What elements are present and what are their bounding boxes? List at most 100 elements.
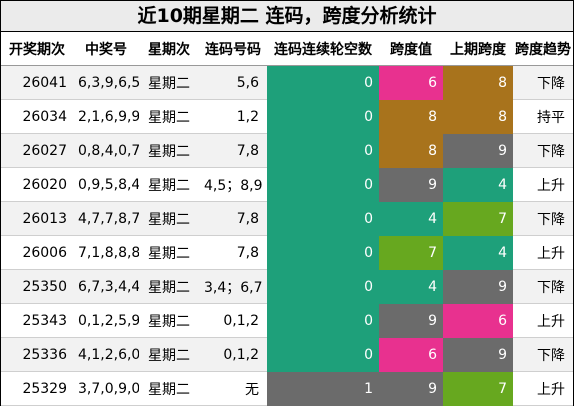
issue-cell: 26027 [1,133,73,168]
gap-cell: 0 [267,65,379,100]
weekday-cell: 星期二 [139,133,199,168]
prev-span-cell: 8 [443,65,513,100]
gap-cell: 0 [267,337,379,372]
numbers-cell: 4,7,7,8,7 [73,201,139,236]
span-cell: 4 [379,201,443,236]
header-numbers: 中奖号 [73,32,139,66]
consecutive-cell: 5,6 [199,65,267,100]
numbers-cell: 7,1,8,8,8 [73,235,139,270]
trend-cell: 上升 [513,167,573,202]
issue-cell: 26020 [1,167,73,202]
prev-span-cell: 8 [443,99,513,134]
span-cell: 8 [379,99,443,134]
span-cell: 9 [379,371,443,406]
table-row: 26027 0,8,4,0,7 星期二 7,8 0 8 9 下降 [1,133,573,168]
consecutive-cell: 7,8 [199,133,267,168]
consecutive-cell: 无 [199,371,267,406]
consecutive-cell: 0,1,2 [199,303,267,338]
gap-cell: 0 [267,201,379,236]
issue-cell: 25343 [1,303,73,338]
gap-cell: 1 [267,371,379,406]
stats-table: 开奖期次 中奖号 星期次 连码号码 连码连续轮空数 跨度值 上期跨度 跨度趋势 … [1,32,573,406]
gap-cell: 0 [267,269,379,304]
consecutive-cell: 3,4；6,7 [199,269,267,304]
numbers-cell: 0,9,5,8,4 [73,167,139,202]
trend-cell: 下降 [513,65,573,100]
prev-span-cell: 9 [443,337,513,372]
table-row: 26013 4,7,7,8,7 星期二 7,8 0 4 7 下降 [1,201,573,236]
weekday-cell: 星期二 [139,371,199,406]
table-row: 25336 4,1,2,6,0 星期二 0,1,2 0 6 9 下降 [1,337,573,372]
table-row: 25350 6,7,3,4,4 星期二 3,4；6,7 0 4 9 下降 [1,269,573,304]
table-row: 25343 0,1,2,5,9 星期二 0,1,2 0 9 6 上升 [1,303,573,338]
consecutive-cell: 0,1,2 [199,337,267,372]
span-cell: 9 [379,303,443,338]
page-title: 近10期星期二 连码，跨度分析统计 [1,1,573,32]
prev-span-cell: 7 [443,371,513,406]
span-cell: 8 [379,133,443,168]
prev-span-cell: 4 [443,167,513,202]
table-row: 26006 7,1,8,8,8 星期二 7,8 0 7 4 上升 [1,235,573,270]
numbers-cell: 3,7,0,9,0 [73,371,139,406]
header-issue: 开奖期次 [1,32,73,66]
span-cell: 4 [379,269,443,304]
span-cell: 6 [379,337,443,372]
header-prev-span: 上期跨度 [443,32,513,66]
span-cell: 9 [379,167,443,202]
trend-cell: 持平 [513,99,573,134]
prev-span-cell: 9 [443,133,513,168]
span-cell: 6 [379,65,443,100]
prev-span-cell: 9 [443,269,513,304]
numbers-cell: 4,1,2,6,0 [73,337,139,372]
header-gap: 连码连续轮空数 [267,32,379,66]
header-trend: 跨度趋势 [513,32,573,66]
weekday-cell: 星期二 [139,167,199,202]
gap-cell: 0 [267,133,379,168]
consecutive-cell: 7,8 [199,235,267,270]
gap-cell: 0 [267,167,379,202]
gap-cell: 0 [267,99,379,134]
prev-span-cell: 7 [443,201,513,236]
weekday-cell: 星期二 [139,235,199,270]
trend-cell: 下降 [513,201,573,236]
issue-cell: 26013 [1,201,73,236]
table-header-row: 开奖期次 中奖号 星期次 连码号码 连码连续轮空数 跨度值 上期跨度 跨度趋势 [1,32,573,66]
header-span: 跨度值 [379,32,443,66]
table-row: 26034 2,1,6,9,9 星期二 1,2 0 8 8 持平 [1,99,573,134]
prev-span-cell: 6 [443,303,513,338]
table-row: 26020 0,9,5,8,4 星期二 4,5；8,9 0 9 4 上升 [1,167,573,202]
consecutive-cell: 4,5；8,9 [199,167,267,202]
trend-cell: 下降 [513,337,573,372]
prev-span-cell: 4 [443,235,513,270]
span-cell: 7 [379,235,443,270]
trend-cell: 下降 [513,133,573,168]
issue-cell: 26006 [1,235,73,270]
issue-cell: 25350 [1,269,73,304]
trend-cell: 下降 [513,269,573,304]
gap-cell: 0 [267,235,379,270]
header-weekday: 星期次 [139,32,199,66]
gap-cell: 0 [267,303,379,338]
issue-cell: 26041 [1,65,73,100]
weekday-cell: 星期二 [139,303,199,338]
table-row: 26041 6,3,9,6,5 星期二 5,6 0 6 8 下降 [1,65,573,100]
issue-cell: 25336 [1,337,73,372]
header-consecutive: 连码号码 [199,32,267,66]
weekday-cell: 星期二 [139,201,199,236]
trend-cell: 上升 [513,303,573,338]
consecutive-cell: 1,2 [199,99,267,134]
consecutive-cell: 7,8 [199,201,267,236]
numbers-cell: 0,8,4,0,7 [73,133,139,168]
issue-cell: 26034 [1,99,73,134]
weekday-cell: 星期二 [139,337,199,372]
table-row: 25329 3,7,0,9,0 星期二无 1 9 7 上升 [1,371,573,406]
numbers-cell: 0,1,2,5,9 [73,303,139,338]
table-body: 26041 6,3,9,6,5 星期二 5,6 0 6 8 下降 26034 2,1,6,9,9 星… [1,65,573,406]
numbers-cell: 6,3,9,6,5 [73,65,139,100]
weekday-cell: 星期二 [139,269,199,304]
weekday-cell: 星期二 [139,65,199,100]
numbers-cell: 2,1,6,9,9 [73,99,139,134]
numbers-cell: 6,7,3,4,4 [73,269,139,304]
issue-cell: 25329 [1,371,73,406]
